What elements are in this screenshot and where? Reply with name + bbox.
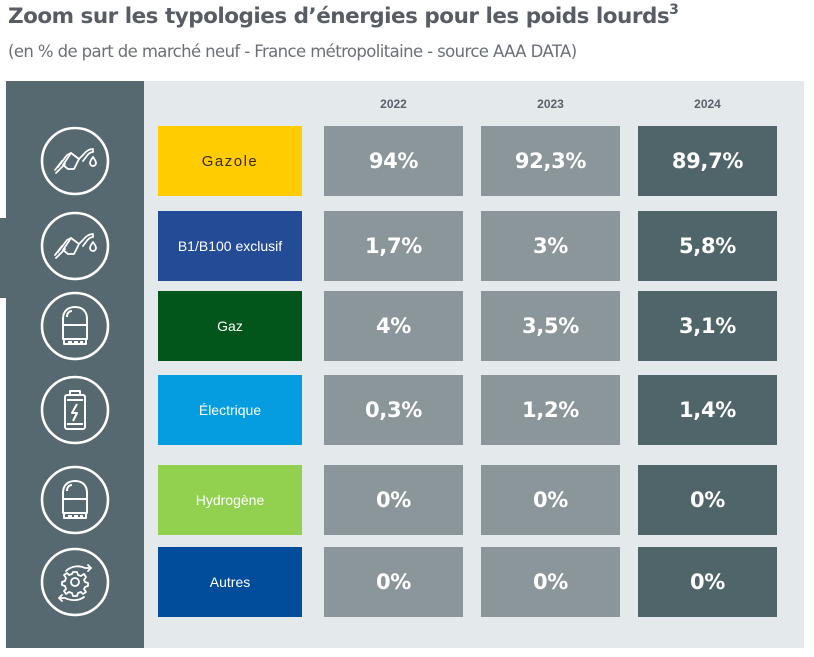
value-cell-2022: 0%	[324, 465, 463, 535]
value-cell-2022: 0,3%	[324, 375, 463, 445]
value-cell-2023: 3,5%	[481, 291, 620, 361]
page-subtitle: (en % de part de marché neuf - France mé…	[8, 42, 577, 61]
battery-icon	[38, 373, 112, 447]
value-cell-2023: 1,2%	[481, 375, 620, 445]
side-column-tab	[0, 218, 10, 298]
value-cell-2022: 4%	[324, 291, 463, 361]
value-cell-2024: 5,8%	[638, 211, 777, 281]
value-cell-2024: 1,4%	[638, 375, 777, 445]
value-cell-2022: 0%	[324, 547, 463, 617]
fuel-pump-icon	[38, 209, 112, 283]
icon-column	[6, 81, 144, 648]
column-header-2022: 2022	[380, 97, 407, 111]
value-cell-2023: 0%	[481, 465, 620, 535]
value-cell-2022: 1,7%	[324, 211, 463, 281]
energy-label: B1/B100 exclusif	[158, 211, 302, 281]
column-header-2023: 2023	[537, 97, 564, 111]
title-footnote-ref: 3	[669, 2, 679, 18]
value-cell-2022: 94%	[324, 126, 463, 196]
fuel-pump-icon	[38, 124, 112, 198]
energy-label: Hydrogène	[158, 465, 302, 535]
energy-label: Électrique	[158, 375, 302, 445]
gas-tank-icon	[38, 289, 112, 363]
page-title: Zoom sur les typologies d’énergies pour …	[8, 2, 679, 29]
value-cell-2023: 0%	[481, 547, 620, 617]
value-cell-2024: 3,1%	[638, 291, 777, 361]
energy-label: Autres	[158, 547, 302, 617]
value-cell-2023: 3%	[481, 211, 620, 281]
title-text: Zoom sur les typologies d’énergies pour …	[8, 4, 670, 29]
value-cell-2023: 92,3%	[481, 126, 620, 196]
gas-tank-icon	[38, 463, 112, 537]
value-cell-2024: 89,7%	[638, 126, 777, 196]
gear-cycle-icon	[38, 545, 112, 619]
energy-label: Gazole	[158, 126, 302, 196]
energy-label: Gaz	[158, 291, 302, 361]
column-header-2024: 2024	[694, 97, 721, 111]
value-cell-2024: 0%	[638, 465, 777, 535]
value-cell-2024: 0%	[638, 547, 777, 617]
